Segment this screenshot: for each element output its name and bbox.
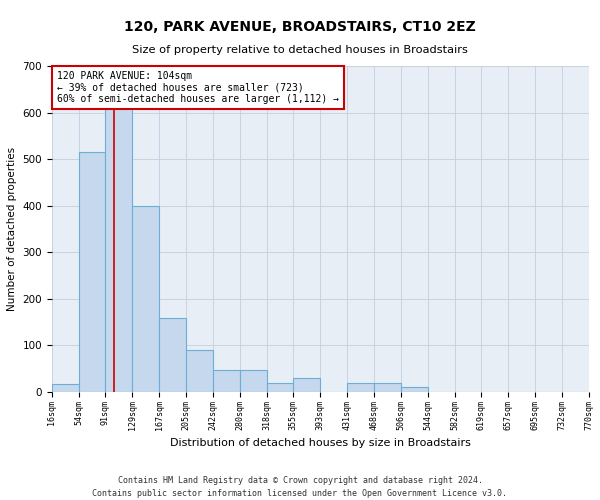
Text: Size of property relative to detached houses in Broadstairs: Size of property relative to detached ho… [132,45,468,55]
Bar [132,206,160,392]
Bar [347,383,374,392]
Bar [267,383,293,392]
X-axis label: Distribution of detached houses by size in Broadstairs: Distribution of detached houses by size … [170,438,470,448]
Bar [160,318,187,392]
Bar [187,350,213,392]
Bar [401,388,428,392]
Bar [105,94,132,392]
Text: 120, PARK AVENUE, BROADSTAIRS, CT10 2EZ: 120, PARK AVENUE, BROADSTAIRS, CT10 2EZ [124,20,476,34]
Bar [213,370,240,392]
Bar [79,152,105,392]
Bar [374,383,401,392]
Bar [52,384,79,392]
Bar [293,378,320,392]
Text: 120 PARK AVENUE: 104sqm
← 39% of detached houses are smaller (723)
60% of semi-d: 120 PARK AVENUE: 104sqm ← 39% of detache… [57,71,339,104]
Text: Contains HM Land Registry data © Crown copyright and database right 2024.
Contai: Contains HM Land Registry data © Crown c… [92,476,508,498]
Bar [240,370,267,392]
Y-axis label: Number of detached properties: Number of detached properties [7,147,17,311]
